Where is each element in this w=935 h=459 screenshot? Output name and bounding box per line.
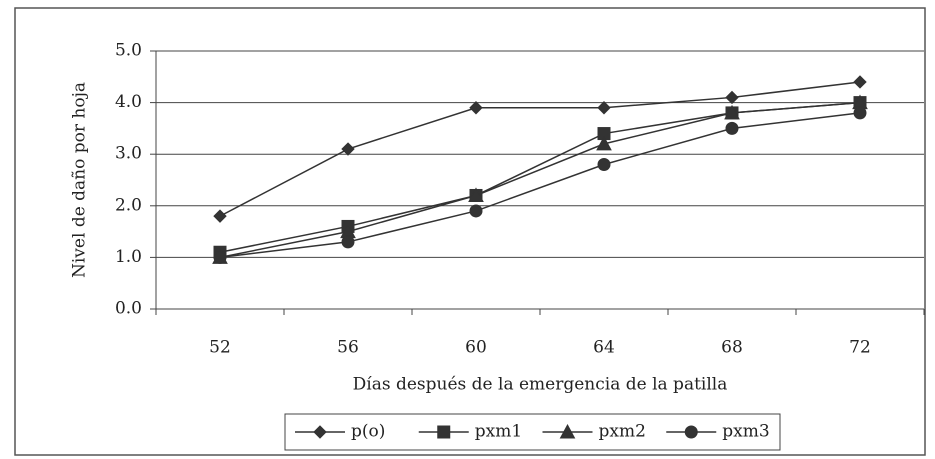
marker <box>341 235 355 249</box>
marker <box>469 101 483 115</box>
x-tick-label: 52 <box>209 338 231 358</box>
legend-label: pxm1 <box>475 422 522 442</box>
series-line <box>219 101 861 259</box>
x-tick-label: 68 <box>721 338 743 358</box>
legend-marker <box>313 425 327 439</box>
legend-marker <box>559 423 576 439</box>
series-line <box>219 112 861 259</box>
x-tick-label: 64 <box>593 338 615 358</box>
y-tick-label: 3.0 <box>115 144 142 164</box>
marker <box>725 121 739 135</box>
x-tick-label: 56 <box>337 338 359 358</box>
marker <box>853 75 867 89</box>
y-axis-label: Nivel de daño por hoja <box>70 82 90 278</box>
marker <box>213 250 227 264</box>
marker <box>469 204 483 218</box>
marker <box>596 135 612 151</box>
y-tick-label: 4.0 <box>115 92 142 112</box>
marker <box>724 104 740 120</box>
marker <box>725 90 739 105</box>
legend-marker <box>437 425 451 439</box>
y-tick-label: 1.0 <box>115 247 142 267</box>
legend-label: p(o) <box>351 422 385 442</box>
y-tick-label: 0.0 <box>115 299 142 319</box>
marker <box>468 187 484 202</box>
series-line <box>219 81 861 217</box>
x-tick-label: 60 <box>465 338 487 358</box>
x-tick-label: 72 <box>849 338 871 358</box>
marker <box>597 158 611 172</box>
legend-marker <box>684 425 698 439</box>
legend-label: pxm2 <box>599 422 646 442</box>
legend-label: pxm3 <box>722 422 769 442</box>
x-axis-label: Días después de la emergencia de la pati… <box>353 375 728 395</box>
y-tick-label: 2.0 <box>115 195 142 215</box>
marker <box>597 101 611 115</box>
chart-frame <box>14 7 926 456</box>
marker <box>213 209 227 223</box>
marker <box>341 142 355 156</box>
y-tick-label: 5.0 <box>115 41 142 61</box>
marker <box>853 106 867 120</box>
